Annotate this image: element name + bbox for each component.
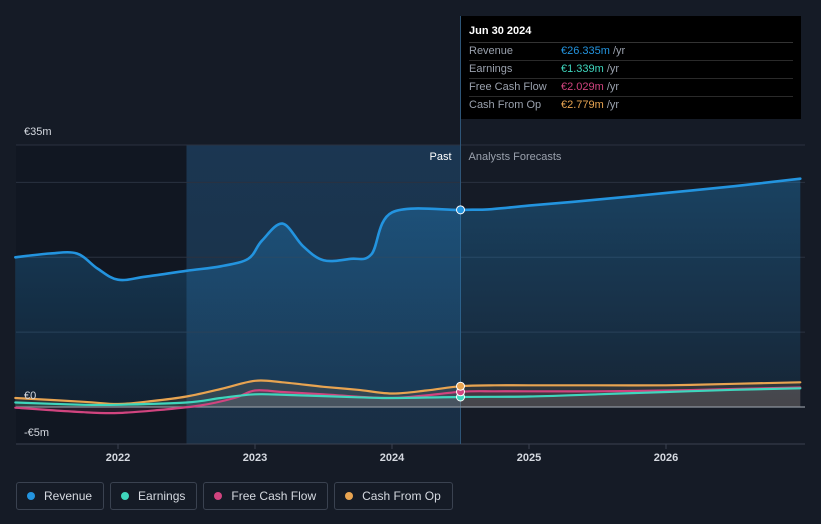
series-line-free-cash-flow <box>14 386 802 415</box>
tooltip-unit: /yr <box>606 99 620 111</box>
tooltip-unit: /yr <box>612 45 626 57</box>
legend-label: Earnings <box>138 489 186 503</box>
tooltip-row-revenue: Revenue €26.335m /yr <box>469 43 793 61</box>
tooltip-label: Revenue <box>469 45 514 57</box>
legend-dot-icon <box>27 492 35 500</box>
tooltip-label: Cash From Op <box>469 99 542 111</box>
tooltip-value: €26.335m <box>561 45 610 57</box>
tooltip-value: €2.029m <box>561 81 604 93</box>
x-tick-label: 2025 <box>517 452 541 464</box>
tooltip-date: Jun 30 2024 <box>469 24 793 43</box>
marker-cash-from-op <box>456 381 465 391</box>
x-tick-label: 2026 <box>654 452 678 464</box>
x-tick-label: 2024 <box>380 452 405 464</box>
tooltip-value: €2.779m <box>561 99 604 111</box>
marker-revenue <box>456 205 465 215</box>
chart-legend: Revenue Earnings Free Cash Flow Cash Fro… <box>16 482 453 510</box>
y-tick-label: €0 <box>24 390 36 402</box>
area-revenue <box>15 178 801 407</box>
series-line-revenue <box>14 177 802 282</box>
y-tick-label: €35m <box>24 126 52 138</box>
tooltip-row-earnings: Earnings €1.339m /yr <box>469 61 793 79</box>
legend-item-free-cash-flow[interactable]: Free Cash Flow <box>203 482 329 510</box>
y-tick-label: -€5m <box>24 427 49 439</box>
tooltip-label: Free Cash Flow <box>469 81 547 93</box>
legend-label: Free Cash Flow <box>231 489 317 503</box>
tooltip-row-cash-from-op: Cash From Op €2.779m /yr <box>469 97 793 114</box>
x-tick-label: 2023 <box>243 452 267 464</box>
x-tick-label: 2022 <box>106 452 130 464</box>
legend-dot-icon <box>214 492 223 500</box>
legend-label: Cash From Op <box>362 489 441 503</box>
tooltip-row-free-cash-flow: Free Cash Flow €2.029m /yr <box>469 79 793 97</box>
tooltip-unit: /yr <box>606 63 620 75</box>
legend-item-revenue[interactable]: Revenue <box>16 482 105 510</box>
legend-item-cash-from-op[interactable]: Cash From Op <box>334 482 453 510</box>
series-line-earnings <box>14 387 802 407</box>
past-label: Past <box>429 151 451 163</box>
legend-dot-icon <box>345 492 354 500</box>
tooltip-value: €1.339m <box>561 63 604 75</box>
legend-label: Revenue <box>44 489 93 503</box>
area-earnings <box>15 388 801 407</box>
tooltip-label: Earnings <box>469 63 513 75</box>
legend-dot-icon <box>121 492 130 500</box>
chart-tooltip: Jun 30 2024 Revenue €26.335m /yr Earning… <box>461 16 801 119</box>
series-line-cash-from-op <box>14 379 802 406</box>
forecast-label: Analysts Forecasts <box>469 151 562 163</box>
legend-item-earnings[interactable]: Earnings <box>110 482 198 510</box>
tooltip-unit: /yr <box>606 81 620 93</box>
